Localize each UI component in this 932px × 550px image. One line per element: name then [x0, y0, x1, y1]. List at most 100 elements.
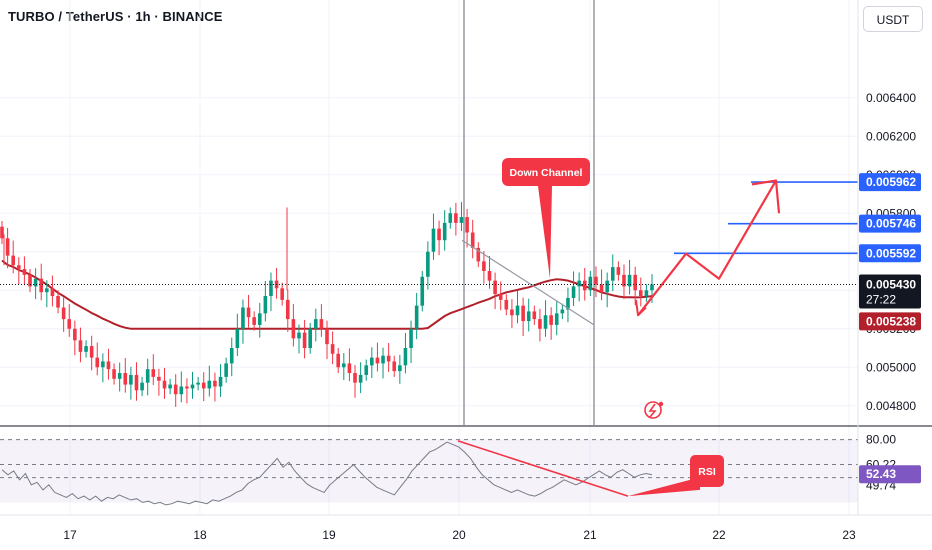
- candle-body: [482, 261, 486, 271]
- candle-body: [263, 296, 268, 314]
- candle: [95, 342, 100, 376]
- candle-body: [162, 380, 167, 389]
- x-tick-label: 20: [452, 528, 466, 542]
- candle: [633, 266, 637, 306]
- candle-body: [95, 357, 100, 368]
- candle: [571, 271, 576, 307]
- candle-body: [566, 297, 570, 310]
- candle-body: [459, 217, 464, 223]
- candle-body: [5, 238, 10, 256]
- rsi-pane: RSI: [0, 439, 858, 506]
- candle: [73, 320, 77, 356]
- candle-body: [622, 274, 626, 287]
- candle-body: [151, 369, 156, 377]
- bar-countdown: 27:22: [866, 292, 896, 306]
- candle: [123, 358, 128, 393]
- candle-body: [28, 274, 32, 287]
- candle-body: [33, 278, 38, 287]
- rsi-callout[interactable]: RSI: [628, 455, 724, 497]
- lightning-icon-bolt: [648, 403, 657, 418]
- callout-pointer: [538, 186, 552, 279]
- candle-body: [17, 265, 21, 270]
- rsi-band: [0, 439, 858, 503]
- candle: [17, 257, 21, 285]
- candle: [414, 292, 419, 340]
- callout-text: Down Channel: [510, 167, 583, 179]
- candle-body: [140, 382, 144, 391]
- lightning-icon[interactable]: [644, 401, 664, 419]
- candle: [448, 207, 453, 229]
- candle-body: [50, 288, 55, 297]
- candle-body: [616, 267, 621, 275]
- candle: [179, 371, 184, 403]
- level-tag-bg: [859, 214, 921, 233]
- lightning-icon-dot: [658, 401, 664, 407]
- chart-title: TURBO / TetherUS · 1h · BINANCE: [8, 9, 223, 24]
- candle: [11, 240, 16, 274]
- candle: [403, 332, 408, 374]
- candle-body: [0, 226, 4, 239]
- candle-body: [650, 284, 654, 291]
- candle: [313, 308, 318, 342]
- lightning-icon-ring: [644, 401, 662, 419]
- candle-body: [229, 348, 234, 364]
- candle-body: [403, 348, 408, 366]
- candle: [582, 267, 587, 301]
- grid: [0, 0, 858, 515]
- candle-body: [117, 373, 122, 379]
- candle: [409, 320, 413, 364]
- candle: [504, 294, 509, 316]
- rsi-callout-pointer: [628, 477, 700, 497]
- candle: [5, 227, 10, 269]
- rsi-callout-box: [690, 455, 724, 487]
- candles-layer: [0, 202, 654, 407]
- candle: [543, 300, 548, 337]
- candle: [269, 272, 273, 312]
- level-tag-text: 0.005962: [866, 175, 916, 189]
- candle: [162, 368, 167, 399]
- candle: [229, 337, 234, 377]
- candle-body: [157, 376, 161, 381]
- candle: [482, 250, 486, 284]
- currency-button[interactable]: USDT: [863, 6, 923, 32]
- candle-body: [84, 346, 88, 352]
- candle: [39, 263, 44, 301]
- candle: [554, 300, 559, 336]
- candle-body: [515, 305, 520, 316]
- candle-body: [269, 280, 273, 297]
- candle-body: [241, 307, 245, 329]
- candle: [426, 241, 430, 290]
- candle-body: [252, 317, 256, 325]
- candle-body: [106, 361, 111, 370]
- candle: [89, 335, 94, 371]
- candle-body: [123, 373, 128, 385]
- candle-body: [22, 269, 27, 275]
- candle-body: [381, 355, 385, 364]
- candle-body: [358, 374, 363, 383]
- candle: [190, 371, 195, 399]
- rsi-tick-label: 80.00: [866, 433, 896, 447]
- candle-body: [173, 384, 178, 395]
- candle: [67, 304, 72, 337]
- candle-body: [414, 305, 419, 329]
- projection-arrow-line: [637, 179, 777, 316]
- moving-average-line: [1, 259, 653, 330]
- down-channel-callout[interactable]: Down Channel: [502, 158, 590, 279]
- candle: [252, 311, 256, 331]
- candle: [84, 340, 88, 358]
- candle: [454, 202, 458, 236]
- candle: [420, 271, 425, 312]
- candle: [201, 372, 206, 402]
- candle-body: [196, 382, 200, 385]
- candle-body: [336, 353, 341, 368]
- candle: [274, 267, 279, 299]
- candle: [213, 372, 217, 402]
- level-tag-text: 0.005746: [866, 217, 916, 231]
- candle: [470, 219, 475, 259]
- candle: [28, 269, 32, 293]
- candle: [549, 307, 553, 340]
- candle-body: [319, 319, 324, 329]
- rsi-callout-text: RSI: [698, 466, 716, 478]
- candle: [493, 272, 497, 310]
